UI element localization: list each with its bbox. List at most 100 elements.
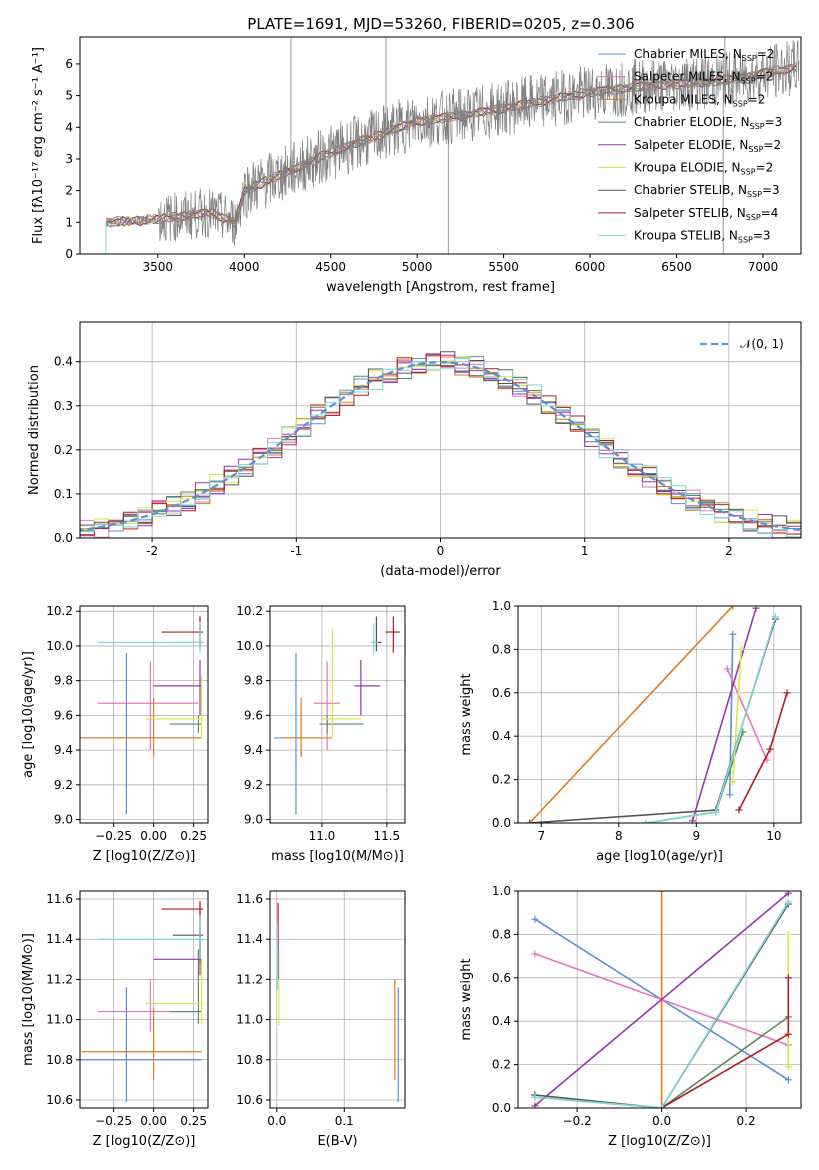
x-axis-label: wavelength [Angstrom, rest frame] <box>326 280 555 295</box>
plot-area <box>276 903 399 1102</box>
legend-text: Chabrier MILES, N <box>634 47 742 61</box>
legend-text: Salpeter MILES, N <box>634 70 741 84</box>
y-tick-label: 9.0 <box>244 813 263 827</box>
plot-area <box>526 606 791 823</box>
x-tick-label: 4000 <box>229 260 260 274</box>
x-axis-label: age [log10(age/yr)] <box>596 849 723 864</box>
y-tick-label: 1 <box>65 215 73 229</box>
series-line-salpeter_elodie <box>691 607 757 822</box>
y-tick-label: 9.8 <box>54 674 73 688</box>
legend-suffix: =3 <box>765 115 783 129</box>
chart-weight_vs_age: 7 8 9 10 0.0 0.2 0.4 0.6 0.8 1.0 age [log10(age/yr… <box>459 599 802 864</box>
plot-area <box>80 351 801 538</box>
x-tick-label: 11.0 <box>309 829 336 843</box>
legend-suffix: =2 <box>756 70 774 84</box>
y-tick-label: 5 <box>65 89 73 103</box>
x-axis-label: mass [log10(M/M⊙)] <box>271 849 404 864</box>
y-tick-label: 11.4 <box>236 932 263 946</box>
plot-area <box>273 616 400 815</box>
x-tick-label: 5500 <box>488 260 519 274</box>
x-tick-label: 0.0 <box>652 1114 671 1128</box>
y-tick-label: 0.0 <box>492 816 511 830</box>
x-tick-label: 0.0 <box>267 1114 286 1128</box>
plot-area <box>105 37 800 254</box>
legend-suffix: =2 <box>763 138 781 152</box>
legend-entry: Chabrier MILES, NSSP=2 <box>634 47 774 63</box>
y-tick-label: 0.2 <box>492 773 511 787</box>
y-tick-label: 0.6 <box>492 971 511 985</box>
y-tick-label: 9.2 <box>54 778 73 792</box>
y-tick-label: 10.2 <box>236 604 263 618</box>
legend-subscript: SSP <box>733 99 748 108</box>
legend-subscript: SSP <box>748 145 763 154</box>
y-tick-label: 2 <box>65 184 73 198</box>
axes-frame <box>79 36 802 255</box>
legend-subscript: SSP <box>747 190 762 199</box>
y-tick-label: 0.4 <box>54 355 73 369</box>
y-tick-label: 1.0 <box>492 884 511 898</box>
legend-suffix: =2 <box>756 161 774 175</box>
legend-subscript: SSP <box>746 213 761 222</box>
series-line-salpeter_elodie <box>534 892 789 1107</box>
legend-suffix: =2 <box>748 92 766 106</box>
x-tick-label: −0.25 <box>95 1114 132 1128</box>
chart-mass_vs_Z: −0.25 0.00 0.25 10.6 10.8 11.0 11.2 11.4 11.6 Z [… <box>21 890 209 1149</box>
legend-subscript: SSP <box>742 54 757 63</box>
y-tick-label: 9.6 <box>54 708 73 722</box>
x-tick-label: -2 <box>146 544 158 558</box>
x-tick-label: 7 <box>537 829 545 843</box>
y-axis-label: age [log10(age/yr)] <box>21 651 36 778</box>
axes-frame <box>269 605 406 824</box>
x-tick-label: 2 <box>725 544 733 558</box>
y-tick-label: 1.0 <box>492 599 511 613</box>
y-tick-label: 11.6 <box>46 892 73 906</box>
y-tick-label: 9.8 <box>244 674 263 688</box>
legend-text: Salpeter STELIB, N <box>634 206 746 220</box>
y-tick-label: 10.8 <box>46 1053 73 1067</box>
legend-entry: Salpeter STELIB, NSSP=4 <box>634 206 778 222</box>
y-tick-label: 10.0 <box>236 639 263 653</box>
y-tick-label: 0.0 <box>492 1101 511 1115</box>
y-tick-label: 0.8 <box>492 642 511 656</box>
legend-subscript: SSP <box>741 168 756 177</box>
axes-frame <box>79 890 209 1109</box>
x-axis-label: Z [log10(Z/Z⊙)] <box>93 849 196 864</box>
legend-suffix: =3 <box>762 183 780 197</box>
y-tick-label: 9.6 <box>244 708 263 722</box>
y-tick-label: 0.2 <box>492 1058 511 1072</box>
x-tick-label: 0.25 <box>180 829 207 843</box>
y-tick-label: 9.4 <box>54 743 73 757</box>
x-tick-label: −0.25 <box>95 829 132 843</box>
y-tick-label: 0.4 <box>492 1014 511 1028</box>
y-tick-label: 6 <box>65 57 73 71</box>
observed-spectrum <box>105 39 800 246</box>
x-tick-label: 0.00 <box>140 829 167 843</box>
y-tick-label: 9.0 <box>54 813 73 827</box>
x-axis-label: (data-model)/error <box>380 564 501 579</box>
y-tick-label: 3 <box>65 152 73 166</box>
legend-text: Kroupa MILES, N <box>634 92 733 106</box>
legend-subscript: SSP <box>738 236 753 245</box>
x-tick-label: 8 <box>615 829 623 843</box>
y-tick-label: 4 <box>65 120 73 134</box>
y-axis-label: Normed distribution <box>27 365 42 495</box>
plot-area <box>80 901 204 1102</box>
plot-area <box>80 616 204 815</box>
legend-suffix: =4 <box>761 206 779 220</box>
y-tick-label: 10.8 <box>236 1053 263 1067</box>
y-tick-label: 11.6 <box>236 892 263 906</box>
axes-frame <box>79 605 209 824</box>
x-tick-label: 10 <box>766 829 781 843</box>
series-line-kroupa_stelib <box>534 901 789 1108</box>
y-tick-label: 10.0 <box>46 639 73 653</box>
x-tick-label: -1 <box>290 544 302 558</box>
x-axis-label: Z [log10(Z/Z⊙)] <box>93 1134 196 1149</box>
residuals-legend: 𝒩(0, 1) <box>700 337 784 351</box>
y-tick-label: 0.2 <box>54 443 73 457</box>
x-tick-label: 0.00 <box>140 1114 167 1128</box>
chart-age_vs_mass: 11.0 11.5 9.0 9.2 9.4 9.6 9.8 10.0 10.2 mass [log… <box>236 604 406 864</box>
x-tick-label: −0.2 <box>563 1114 592 1128</box>
